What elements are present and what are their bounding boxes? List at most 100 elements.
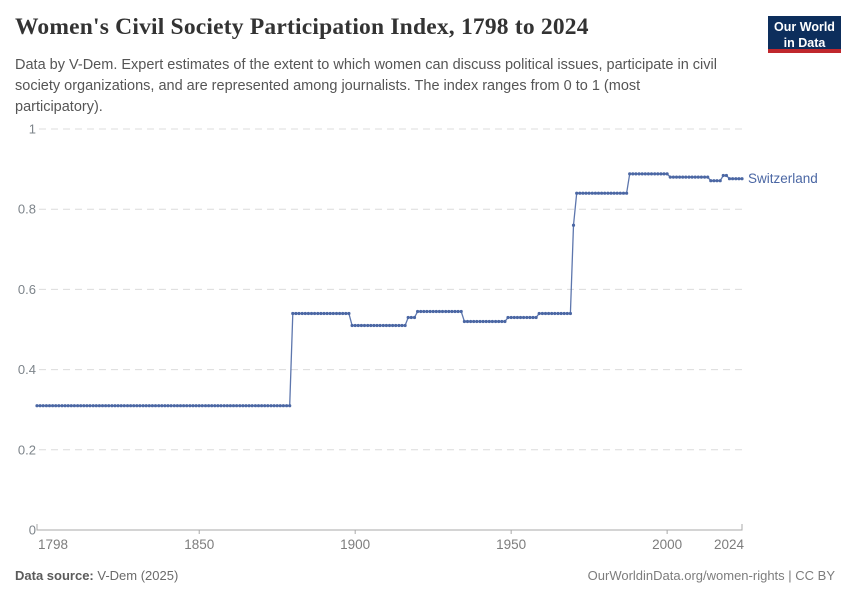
data-point [494,319,498,324]
data-point [631,172,635,176]
data-point [578,191,582,195]
data-point [568,311,573,316]
data-point [447,309,451,314]
data-point [522,315,526,320]
data-point [391,323,395,328]
data-point [285,404,289,408]
data-point [484,319,488,324]
data-point [397,323,401,328]
data-point [100,404,105,408]
data-point [353,323,357,328]
data-point [681,175,685,179]
data-point [422,309,426,314]
data-point [350,323,354,328]
data-point [518,315,523,320]
data-point [684,175,688,179]
footer-link[interactable]: OurWorldinData.org/women-rights | CC BY [587,568,835,583]
data-point [703,175,707,179]
data-point [216,404,220,408]
data-point [366,323,370,328]
data-point [603,191,607,195]
data-point [406,315,410,320]
owid-logo[interactable]: Our World in Data [768,16,841,53]
data-source-value: V-Dem (2025) [93,568,179,583]
data-point [559,311,563,316]
data-point [341,311,345,316]
data-point [309,311,314,316]
y-axis-tick-label: 1 [29,122,36,137]
data-point [97,404,101,408]
data-point [690,175,694,179]
data-point [634,172,638,176]
data-point [440,309,445,314]
data-point [506,315,510,320]
data-point [715,179,719,183]
data-point [225,404,229,408]
data-point [256,404,261,408]
data-point [547,311,551,316]
data-point [646,172,651,176]
data-point [734,177,738,181]
data-point [525,315,529,320]
data-point [584,191,588,195]
data-point [706,175,710,179]
data-point [91,404,95,408]
data-point [69,404,73,408]
data-point [319,311,323,316]
data-point [553,311,557,316]
data-point [188,404,192,408]
data-point [387,323,392,328]
x-axis-tick-label: 2024 [714,537,745,552]
data-point [375,323,379,328]
data-point [63,404,67,408]
data-point [462,319,466,324]
data-point [369,323,373,328]
data-point [328,311,332,316]
data-point [60,404,64,408]
data-point [509,315,513,320]
data-point [306,311,310,316]
data-point [160,404,164,408]
y-axis-tick-label: 0 [29,523,36,538]
data-point [575,191,579,195]
data-point [394,323,398,328]
data-point [222,404,226,408]
y-axis-tick-label: 0.4 [18,362,36,377]
data-point [400,323,404,328]
data-point [653,172,657,176]
data-point [150,404,154,408]
data-point [668,175,672,179]
data-point [88,404,92,408]
data-point [550,311,554,316]
data-point [119,404,123,408]
data-point [475,319,479,324]
data-point [263,404,267,408]
data-point [269,404,273,408]
data-point [444,309,448,314]
y-axis-tick-label: 0.8 [18,202,36,217]
data-point [253,404,257,408]
data-point [412,315,417,320]
data-point [250,404,254,408]
data-point [79,404,83,408]
data-point [132,404,136,408]
data-point [606,191,610,195]
owid-logo-redbar [768,49,841,53]
series-label[interactable]: Switzerland [748,171,818,186]
data-point [724,173,729,178]
data-point [169,404,173,408]
data-point [41,404,45,408]
data-point [322,311,326,316]
data-point [278,404,282,408]
data-point [313,311,317,316]
data-point [338,311,342,316]
data-point [113,404,117,408]
data-point [138,404,142,408]
data-point [247,404,251,408]
data-point [709,179,713,183]
data-point [325,311,329,316]
data-point [434,309,438,314]
data-point [228,404,232,408]
data-point [384,323,388,328]
data-point [437,309,441,314]
